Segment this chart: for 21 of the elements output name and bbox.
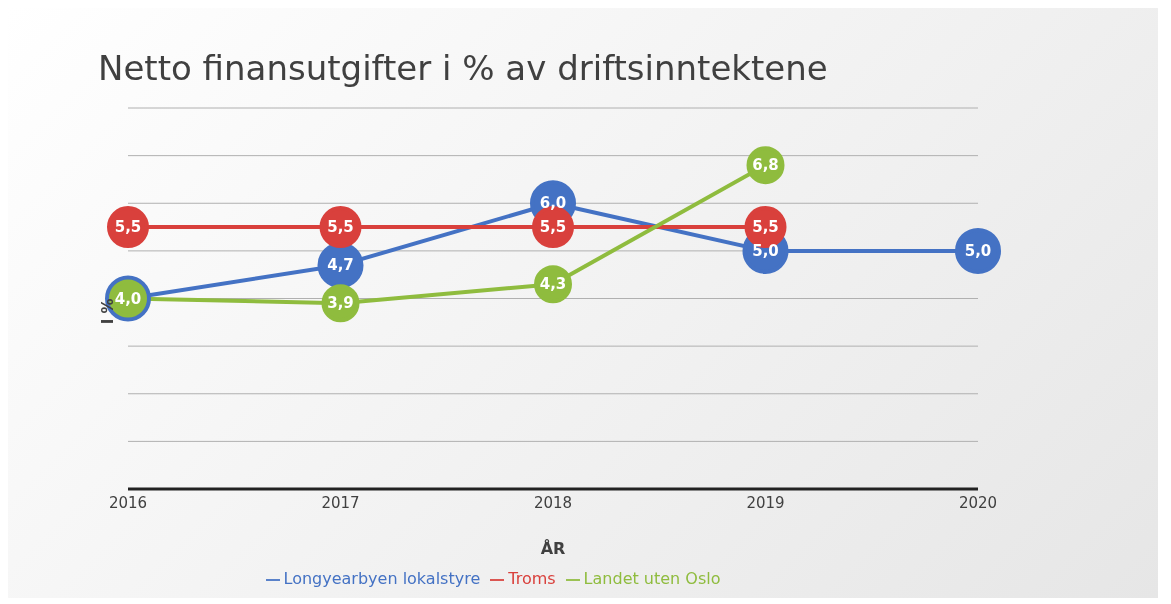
data-label: 3,9 xyxy=(327,294,354,313)
data-label: 4,3 xyxy=(539,275,567,294)
data-label: 5,0 xyxy=(752,241,779,260)
x-tick-label: 2018 xyxy=(533,493,573,512)
legend-label: Landet uten Oslo xyxy=(583,569,721,588)
chart-title: Netto finansutgifter i % av driftsinntektene xyxy=(98,48,828,88)
data-label: 6,0 xyxy=(539,194,567,213)
x-tick-label: 2017 xyxy=(321,493,360,512)
data-label: 5,5 xyxy=(539,218,567,237)
data-label: 4,7 xyxy=(327,256,354,275)
data-label: 5,5 xyxy=(114,218,142,237)
data-label: 5,0 xyxy=(964,241,992,260)
x-tick-label: 2016 xyxy=(108,493,148,512)
data-label: 6,8 xyxy=(752,156,779,175)
legend-label: Troms xyxy=(508,569,556,588)
x-axis-title: ÅR xyxy=(540,539,566,558)
legend-label: Longyearbyen lokalstyre xyxy=(283,569,481,588)
x-tick-label: 2020 xyxy=(958,493,998,512)
x-tick-label: 2019 xyxy=(746,493,785,512)
data-label: 5,5 xyxy=(752,218,779,237)
data-label: 5,5 xyxy=(327,218,354,237)
